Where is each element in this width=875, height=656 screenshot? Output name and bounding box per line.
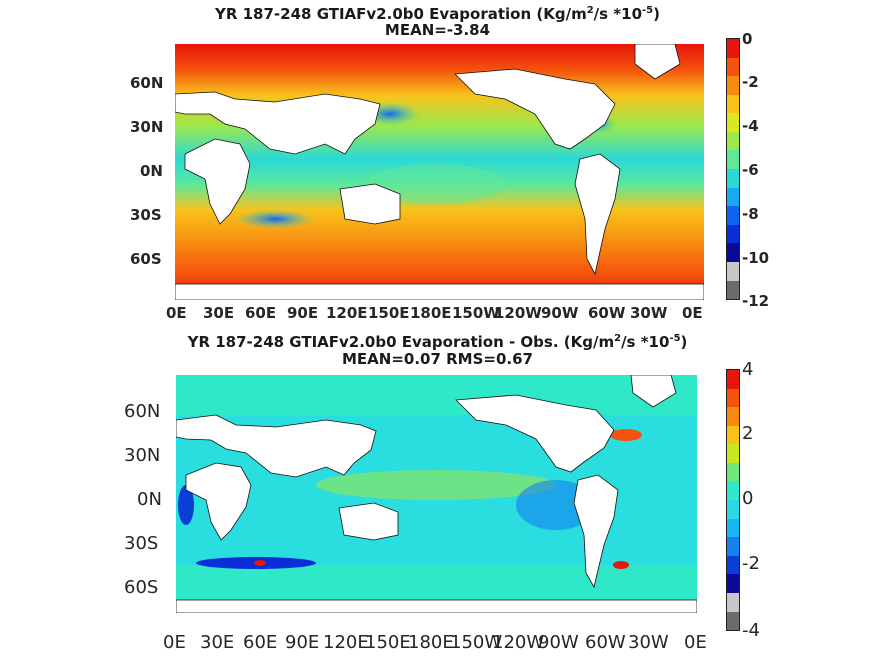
colorbar-swatch <box>727 518 739 538</box>
colorbar-swatch <box>727 388 739 408</box>
colorbar-label: -10 <box>742 249 770 267</box>
lat-label: 30S <box>124 533 159 554</box>
lon-label: 0E <box>166 304 187 322</box>
lat-label: 60N <box>130 74 164 92</box>
colorbar-swatch <box>727 224 739 244</box>
lat-label: 30N <box>124 445 161 466</box>
lon-label: 180E <box>410 304 452 322</box>
panel-subtitle: MEAN=0.07 RMS=0.67 <box>342 350 533 368</box>
lat-label: 0N <box>137 489 162 510</box>
colorbar-label: -4 <box>742 620 760 641</box>
lon-label: 150W <box>452 304 500 322</box>
colorbar-swatch <box>727 481 739 501</box>
lon-label: 30W <box>628 632 669 653</box>
lon-label: 90W <box>541 304 579 322</box>
colorbar-swatch <box>727 150 739 170</box>
colorbar-label: 0 <box>742 488 754 509</box>
lon-label: 30E <box>200 632 235 653</box>
colorbar-swatch <box>727 407 739 426</box>
lon-label: 0E <box>684 632 707 653</box>
lat-label: 30S <box>130 206 162 224</box>
colorbar-swatch <box>727 131 739 151</box>
lon-label: 90W <box>538 632 579 653</box>
colorbar-swatch <box>727 611 739 631</box>
colorbar-swatch <box>727 555 739 575</box>
lat-label: 60S <box>130 250 162 268</box>
lon-label: 180E <box>408 632 454 653</box>
colorbar-swatch <box>727 444 739 463</box>
colorbar-label: -6 <box>742 161 759 179</box>
colorbar-swatch <box>727 57 739 77</box>
colorbar-swatch <box>727 261 739 281</box>
colorbar <box>726 38 740 300</box>
lon-label: 30E <box>203 304 235 322</box>
evaporation-panel: YR 187-248 GTIAFv2.0b0 Evaporation (Kg/m… <box>0 0 875 322</box>
colorbar-swatch <box>727 592 739 612</box>
colorbar-swatch <box>727 206 739 225</box>
colorbar <box>726 369 740 631</box>
colorbar-swatch <box>727 113 739 132</box>
colorbar-swatch <box>727 76 739 95</box>
colorbar-swatch <box>727 370 739 389</box>
colorbar-label: -12 <box>742 292 770 310</box>
colorbar-swatch <box>727 462 739 482</box>
lon-label: 0E <box>682 304 703 322</box>
panel-subtitle: MEAN=-3.84 <box>384 21 491 39</box>
colorbar-swatch <box>727 574 739 593</box>
panel-title: YR 187-248 GTIAFv2.0b0 Evaporation - Obs… <box>187 333 688 351</box>
lat-label: 60N <box>124 401 161 422</box>
colorbar-swatch <box>727 169 739 188</box>
lon-label: 150E <box>365 632 411 653</box>
lon-label: 120W <box>492 632 545 653</box>
colorbar-swatch <box>727 94 739 114</box>
lon-label: 90E <box>287 304 319 322</box>
lon-label: 120E <box>326 304 368 322</box>
lon-label: 30W <box>630 304 668 322</box>
lon-label: 120W <box>494 304 542 322</box>
colorbar-label: -2 <box>742 553 760 574</box>
colorbar-swatch <box>727 187 739 207</box>
lon-label: 60W <box>588 304 626 322</box>
lon-label: 120E <box>323 632 369 653</box>
colorbar-swatch <box>727 39 739 58</box>
evaporation-map <box>175 44 704 300</box>
lon-label: 60W <box>585 632 626 653</box>
colorbar-swatch <box>727 537 739 556</box>
colorbar-label: -4 <box>742 117 759 135</box>
lon-label: 60E <box>243 632 278 653</box>
lon-label: 0E <box>163 632 186 653</box>
colorbar-label: 4 <box>742 359 754 380</box>
colorbar-swatch <box>727 243 739 262</box>
lat-label: 60S <box>124 577 159 598</box>
lon-label: 150W <box>450 632 503 653</box>
colorbar-label: 0 <box>742 30 753 48</box>
colorbar-swatch <box>727 425 739 445</box>
colorbar-label: -8 <box>742 205 759 223</box>
colorbar-label: 2 <box>742 423 754 444</box>
lat-label: 30N <box>130 118 164 136</box>
lon-label: 150E <box>368 304 410 322</box>
lat-label: 0N <box>140 162 163 180</box>
colorbar-swatch <box>727 280 739 300</box>
evaporation-bias-map <box>176 375 697 613</box>
panel-title: YR 187-248 GTIAFv2.0b0 Evaporation (Kg/m… <box>214 5 660 23</box>
lon-label: 60E <box>245 304 277 322</box>
lon-label: 90E <box>285 632 320 653</box>
colorbar-swatch <box>727 500 739 519</box>
colorbar-label: -2 <box>742 73 759 91</box>
